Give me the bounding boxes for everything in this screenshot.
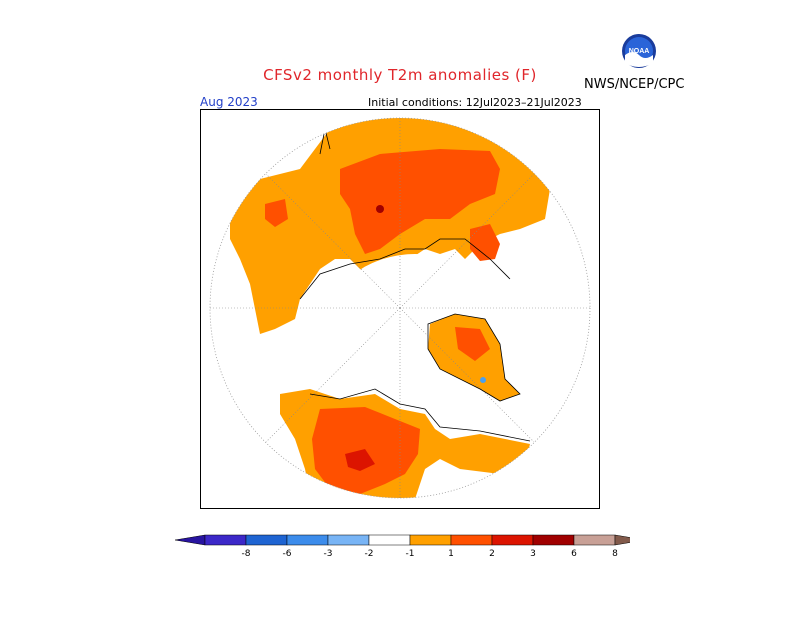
colorbar-segment xyxy=(204,534,247,546)
eurasia-anomaly-2to3 xyxy=(340,149,500,254)
colorbar-tick-label: 3 xyxy=(530,549,536,559)
colorbar-tick-label: -1 xyxy=(406,549,415,559)
greenland-anomaly-2to3 xyxy=(455,327,490,361)
agency-label: NWS/NCEP/CPC xyxy=(584,77,685,92)
anomaly-field xyxy=(210,118,590,498)
coastlines xyxy=(299,128,531,442)
colorbar-low-arrow xyxy=(174,534,206,546)
colorbar-segment xyxy=(491,534,534,546)
colorbar-segment xyxy=(450,534,493,546)
initial-conditions: Initial conditions: 12Jul2023–21Jul2023 xyxy=(368,96,582,109)
forecast-month: Aug 2023 xyxy=(200,95,258,109)
map-boundary xyxy=(209,117,591,499)
europe-anomaly-2to3 xyxy=(265,199,288,227)
colorbar-high-arrow xyxy=(614,534,630,546)
north-america-anomaly-3to6 xyxy=(345,449,375,471)
colorbar-segment xyxy=(327,534,370,546)
svg-text:NOAA: NOAA xyxy=(629,48,650,55)
colorbar-tick-label: -3 xyxy=(324,549,333,559)
colorbar-segment xyxy=(532,534,575,546)
colorbar: -8 -6 -3 -2 -1 1 2 3 6 8 xyxy=(174,534,630,559)
polar-anomaly-map xyxy=(200,109,600,509)
eurasia-anomaly-6to8 xyxy=(376,205,384,213)
colorbar-segment xyxy=(573,534,616,546)
colorbar-tick-label: 6 xyxy=(571,549,577,559)
colorbar-segment xyxy=(245,534,288,546)
noaa-logo: NOAA xyxy=(622,34,656,68)
chart-title: CFSv2 monthly T2m anomalies (F) xyxy=(263,66,537,84)
colorbar-tick-label: 2 xyxy=(489,549,495,559)
greenland-anomaly-neg xyxy=(480,377,486,383)
colorbar-segment xyxy=(286,534,329,546)
east-asia-anomaly-2to3 xyxy=(470,224,500,261)
colorbar-tick-label: 1 xyxy=(448,549,454,559)
colorbar-tick-label: 8 xyxy=(612,549,618,559)
colorbar-segment xyxy=(409,534,452,546)
colorbar-tick-label: -8 xyxy=(242,549,251,559)
colorbar-segment xyxy=(368,534,411,546)
colorbar-tick-label: -6 xyxy=(283,549,292,559)
colorbar-tick-label: -2 xyxy=(365,549,374,559)
